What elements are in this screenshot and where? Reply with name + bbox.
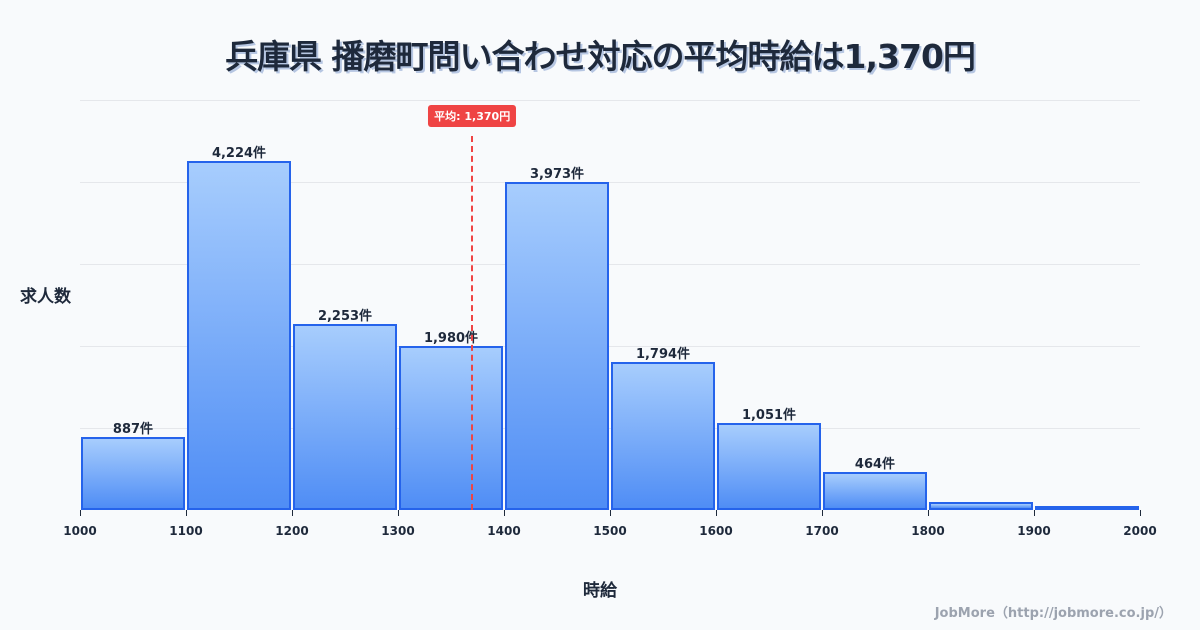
x-tick-label: 1800 <box>911 524 945 538</box>
histogram-bar <box>929 502 1033 510</box>
bar-value-label: 1,980件 <box>423 331 479 347</box>
histogram-bar <box>293 323 397 510</box>
x-tick <box>822 510 823 516</box>
x-tick-label: 1000 <box>63 524 97 538</box>
bar-value-label: 4,224件 <box>211 146 267 162</box>
x-tick-label: 1300 <box>381 524 415 538</box>
histogram-bar <box>399 346 503 510</box>
x-tick-label: 1700 <box>805 524 839 538</box>
bar-value-label: 3,973件 <box>529 166 585 182</box>
y-axis-label: 求人数 <box>20 287 71 307</box>
gridline <box>80 100 1140 101</box>
x-tick-label: 1500 <box>593 524 627 538</box>
histogram-bar <box>1035 506 1139 511</box>
x-tick <box>398 510 399 516</box>
x-tick-label: 1400 <box>487 524 521 538</box>
x-tick-label: 2000 <box>1123 524 1157 538</box>
x-tick <box>292 510 293 516</box>
x-tick <box>928 510 929 516</box>
x-tick <box>610 510 611 516</box>
bar-value-label: 464件 <box>854 456 896 472</box>
x-tick <box>1140 510 1141 516</box>
x-tick <box>1034 510 1035 516</box>
credit-text: JobMore（http://jobmore.co.jp/） <box>934 606 1172 621</box>
histogram-bar <box>823 471 927 510</box>
histogram-bar <box>717 423 821 510</box>
histogram-bar <box>81 436 185 510</box>
average-badge: 平均: 1,370円 <box>428 105 517 127</box>
x-tick-label: 1200 <box>275 524 309 538</box>
bar-value-label: 887件 <box>112 421 154 437</box>
x-tick-label: 1600 <box>699 524 733 538</box>
bar-value-label: 1,051件 <box>741 408 797 424</box>
bar-value-label: 1,794件 <box>635 346 691 362</box>
histogram-bar <box>505 181 609 510</box>
gridline <box>80 346 1140 347</box>
x-axis-label: 時給 <box>583 581 617 601</box>
histogram-bar <box>611 361 715 510</box>
x-tick <box>186 510 187 516</box>
chart-title: 兵庫県 播磨町問い合わせ対応の平均時給は1,370円 <box>225 37 976 76</box>
histogram-bar <box>187 161 291 510</box>
x-tick <box>80 510 81 516</box>
x-tick <box>716 510 717 516</box>
x-tick <box>504 510 505 516</box>
gridline <box>80 182 1140 183</box>
x-tick-label: 1900 <box>1017 524 1051 538</box>
x-tick-label: 1100 <box>169 524 203 538</box>
plot-area: 887件 4,224件 2,253件 1,980件 3,973件 1,794件 1,051件… <box>63 100 1157 538</box>
bar-value-label: 2,253件 <box>317 308 373 324</box>
gridline <box>80 428 1140 429</box>
gridline <box>80 264 1140 265</box>
average-line <box>471 136 474 510</box>
